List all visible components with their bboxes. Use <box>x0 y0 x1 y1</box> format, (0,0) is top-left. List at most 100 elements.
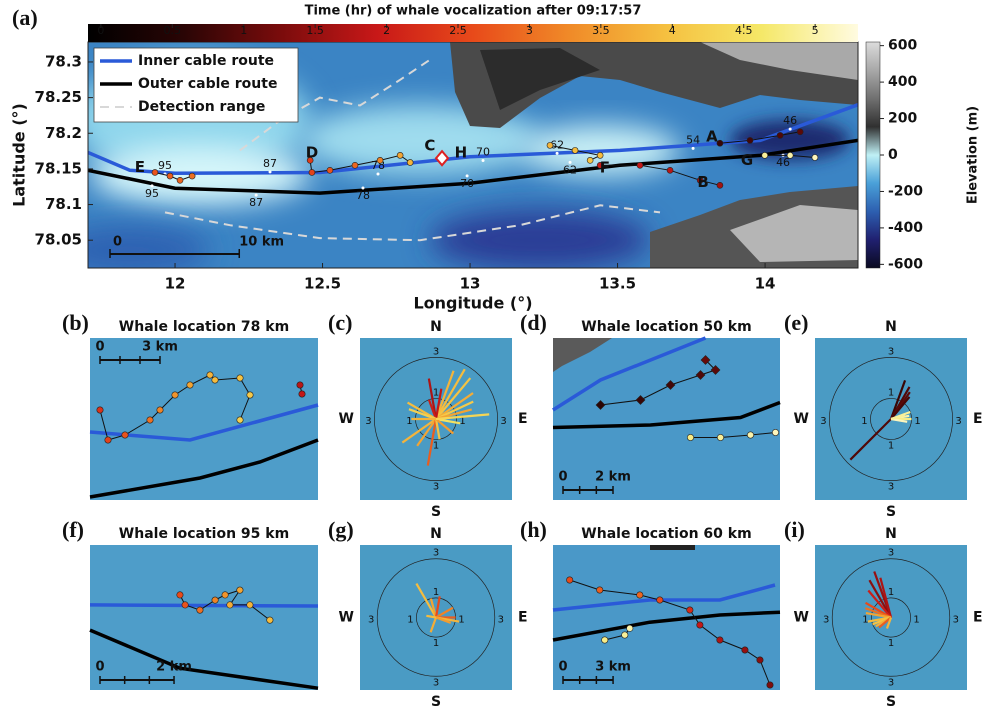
track-point <box>122 432 128 438</box>
scale-label: 0 <box>95 340 104 355</box>
direction-label: N <box>430 319 442 335</box>
scale-label: 0 <box>113 235 122 250</box>
r-tick-label: 3 <box>888 482 894 493</box>
km-label: 95 <box>158 159 172 172</box>
track-point <box>627 625 633 631</box>
annotation: B <box>697 173 708 191</box>
x-tick-label: 13.5 <box>599 275 636 293</box>
track-point <box>597 152 603 158</box>
track-point <box>777 132 783 138</box>
track-point <box>297 382 303 388</box>
colorbar-tick-label: 4 <box>669 24 676 37</box>
track-point <box>747 137 753 143</box>
track-point <box>237 375 243 381</box>
figure: 95877870625446958778706246ABCDEFGH1212.5… <box>0 0 991 723</box>
track-point <box>97 407 103 413</box>
annotation: A <box>706 127 718 145</box>
r-tick-label: 1 <box>888 638 894 649</box>
track-point <box>717 140 723 146</box>
km-dot <box>482 159 485 162</box>
x-tick-label: 12 <box>165 275 186 293</box>
track-point <box>622 632 628 638</box>
scale-label: 2 km <box>595 470 631 485</box>
panel-label: (i) <box>784 517 805 542</box>
scale-label: 0 <box>558 660 567 675</box>
colorbar-tick-label: 2 <box>383 24 390 37</box>
r-tick-label: 1 <box>433 387 439 398</box>
km-dot <box>269 170 272 173</box>
r-tick-label: 1 <box>433 441 439 452</box>
legend-label: Inner cable route <box>138 53 274 69</box>
elevation-tick-label: 600 <box>888 38 917 54</box>
track-point <box>397 152 403 158</box>
r-tick-label: 1 <box>888 587 894 598</box>
direction-label: E <box>973 610 983 626</box>
km-label: 46 <box>783 114 797 127</box>
track-point <box>212 597 218 603</box>
km-label: 70 <box>476 146 490 159</box>
elevation-label: Elevation (m) <box>966 106 981 204</box>
km-label: 95 <box>145 187 159 200</box>
track-point <box>687 607 693 613</box>
track-point <box>167 173 173 179</box>
track-point <box>327 167 333 173</box>
track-point <box>237 587 243 593</box>
track-point <box>189 173 195 179</box>
track-point <box>222 592 228 598</box>
y-tick-label: 78.25 <box>35 88 82 106</box>
r-tick-label: 3 <box>955 416 961 427</box>
track-point <box>547 142 553 148</box>
track-point <box>657 597 663 603</box>
r-tick-label: 1 <box>888 441 894 452</box>
track-point <box>157 407 163 413</box>
track-point <box>147 417 153 423</box>
y-tick-label: 78.05 <box>35 231 82 249</box>
r-tick-label: 3 <box>433 548 439 559</box>
r-tick-label: 1 <box>862 615 868 626</box>
track-point <box>812 154 818 160</box>
track-point <box>747 432 753 438</box>
colorbar-title: Time (hr) of whale vocalization after 09… <box>305 4 642 19</box>
direction-label: S <box>886 504 896 520</box>
scale-label: 3 km <box>595 660 631 675</box>
r-tick-label: 3 <box>820 416 826 427</box>
panel-label: (b) <box>62 310 89 335</box>
track-point <box>407 159 413 165</box>
track-point <box>767 682 773 688</box>
annotation: F <box>600 159 610 177</box>
scale-label: 10 km <box>239 235 284 250</box>
legend-label: Detection range <box>138 99 265 115</box>
track-point <box>299 391 305 397</box>
y-tick-label: 78.3 <box>45 52 82 70</box>
track-point <box>697 622 703 628</box>
colorbar-tick-label: 0 <box>97 24 104 37</box>
track-point <box>572 147 578 153</box>
track-point <box>207 372 213 378</box>
direction-label: E <box>973 411 983 427</box>
scale-label: 0 <box>558 470 567 485</box>
track-point <box>197 607 203 613</box>
panel-label: (e) <box>784 310 808 335</box>
r-tick-label: 3 <box>433 346 439 357</box>
track-point <box>772 429 778 435</box>
r-tick-label: 3 <box>500 416 506 427</box>
track-point <box>377 157 383 163</box>
direction-label: W <box>794 411 809 427</box>
track-point <box>177 592 183 598</box>
track-point <box>267 617 273 623</box>
elevation-tick-label: 200 <box>888 111 917 127</box>
direction-label: S <box>886 694 896 710</box>
r-tick-label: 1 <box>433 587 439 598</box>
x-tick-label: 12.5 <box>304 275 341 293</box>
colorbar-tick-label: 2.5 <box>449 24 467 37</box>
direction-label: S <box>431 694 441 710</box>
km-dot <box>692 147 695 150</box>
r-tick-label: 3 <box>368 615 374 626</box>
x-tick-label: 14 <box>755 275 776 293</box>
track-point <box>637 592 643 598</box>
track-point <box>187 382 193 388</box>
panel-label: (f) <box>62 517 84 542</box>
y-axis-label: Latitude (°) <box>10 103 29 207</box>
r-tick-label: 3 <box>823 615 829 626</box>
track-point <box>247 602 253 608</box>
